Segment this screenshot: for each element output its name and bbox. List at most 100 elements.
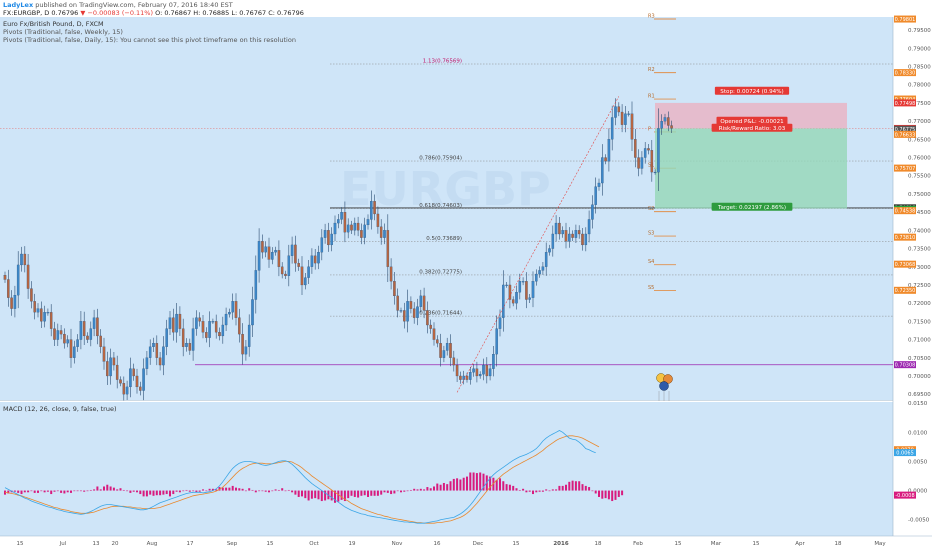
candle-body[interactable]: [234, 301, 238, 318]
candle-body[interactable]: [660, 120, 663, 129]
candle-body[interactable]: [33, 301, 36, 313]
candle-body[interactable]: [257, 241, 261, 271]
candle-body[interactable]: [92, 317, 96, 329]
candle-body[interactable]: [148, 346, 152, 358]
candle-body[interactable]: [551, 233, 555, 249]
candle-body[interactable]: [554, 222, 558, 235]
candle-body[interactable]: [515, 292, 518, 304]
candle-body[interactable]: [125, 386, 129, 395]
candle-body[interactable]: [317, 252, 320, 264]
candle-body[interactable]: [132, 368, 135, 377]
candle-body[interactable]: [271, 252, 274, 260]
candle-body[interactable]: [535, 273, 538, 282]
candle-body[interactable]: [330, 233, 333, 246]
candle-body[interactable]: [432, 328, 436, 340]
candle-body[interactable]: [663, 117, 667, 122]
candle-body[interactable]: [188, 343, 192, 351]
candle-body[interactable]: [13, 295, 17, 309]
candle-body[interactable]: [360, 230, 363, 238]
candle-body[interactable]: [129, 368, 132, 388]
candle-body[interactable]: [363, 224, 366, 238]
candle-body[interactable]: [185, 343, 188, 347]
fib-trend-line[interactable]: [456, 96, 620, 393]
candle-body[interactable]: [109, 357, 112, 377]
candle-body[interactable]: [333, 222, 337, 235]
candle-body[interactable]: [155, 343, 159, 358]
candle-body[interactable]: [69, 339, 73, 358]
candle-body[interactable]: [290, 244, 294, 256]
candle-body[interactable]: [469, 372, 472, 380]
macd-signal-line[interactable]: [4, 435, 600, 524]
candle-body[interactable]: [158, 357, 162, 366]
candle-body[interactable]: [604, 157, 607, 162]
candle-body[interactable]: [313, 255, 317, 264]
candle-body[interactable]: [422, 295, 426, 311]
candle-body[interactable]: [284, 273, 287, 276]
candle-body[interactable]: [23, 253, 27, 266]
candle-body[interactable]: [195, 317, 198, 329]
candle-body[interactable]: [287, 255, 291, 276]
candle-body[interactable]: [59, 330, 63, 335]
candle-body[interactable]: [244, 346, 248, 355]
candle-body[interactable]: [587, 219, 591, 235]
candle-body[interactable]: [353, 222, 357, 231]
candle-body[interactable]: [327, 230, 330, 246]
candle-body[interactable]: [498, 317, 502, 329]
candle-body[interactable]: [637, 157, 640, 169]
candle-body[interactable]: [40, 308, 43, 322]
candle-body[interactable]: [389, 266, 393, 282]
candle-body[interactable]: [366, 219, 370, 226]
candle-body[interactable]: [135, 375, 139, 388]
candle-body[interactable]: [373, 201, 376, 215]
candle-body[interactable]: [475, 368, 479, 377]
candle-body[interactable]: [112, 357, 116, 366]
candle-body[interactable]: [340, 212, 343, 220]
candle-body[interactable]: [531, 281, 535, 298]
candle-body[interactable]: [393, 281, 396, 297]
candle-body[interactable]: [346, 224, 350, 233]
candle-body[interactable]: [224, 313, 228, 326]
candle-body[interactable]: [459, 375, 462, 380]
candle-body[interactable]: [653, 171, 657, 174]
candle-body[interactable]: [43, 312, 46, 322]
candle-body[interactable]: [231, 301, 234, 313]
candle-body[interactable]: [300, 266, 304, 286]
candle-body[interactable]: [412, 308, 416, 318]
candle-body[interactable]: [462, 375, 465, 380]
candle-body[interactable]: [396, 295, 399, 311]
candle-body[interactable]: [601, 157, 604, 184]
candle-body[interactable]: [139, 386, 142, 391]
candle-body[interactable]: [465, 375, 469, 380]
candle-body[interactable]: [30, 288, 33, 302]
candle-body[interactable]: [86, 335, 89, 340]
candle-body[interactable]: [261, 241, 264, 253]
candle-body[interactable]: [145, 357, 149, 369]
candle-body[interactable]: [165, 328, 168, 347]
candle-body[interactable]: [627, 113, 630, 115]
candle-body[interactable]: [643, 148, 647, 158]
candle-body[interactable]: [406, 301, 409, 322]
candle-body[interactable]: [445, 343, 449, 351]
candle-body[interactable]: [221, 324, 225, 337]
event-icon[interactable]: [659, 381, 669, 391]
candle-body[interactable]: [238, 317, 241, 335]
candle-body[interactable]: [581, 233, 584, 246]
candle-body[interactable]: [558, 222, 561, 235]
candle-body[interactable]: [577, 230, 581, 235]
candle-body[interactable]: [254, 270, 258, 300]
candle-body[interactable]: [122, 383, 126, 395]
candle-body[interactable]: [584, 233, 588, 246]
candle-body[interactable]: [297, 262, 300, 267]
candle-body[interactable]: [211, 321, 215, 323]
candle-body[interactable]: [472, 368, 475, 373]
candle-body[interactable]: [205, 332, 208, 338]
candle-body[interactable]: [191, 328, 195, 351]
candle-body[interactable]: [96, 317, 99, 337]
candle-body[interactable]: [511, 299, 515, 304]
candle-body[interactable]: [538, 270, 541, 275]
candle-body[interactable]: [142, 368, 145, 391]
candle-body[interactable]: [274, 250, 277, 253]
candle-body[interactable]: [667, 117, 670, 126]
candle-body[interactable]: [115, 364, 119, 380]
